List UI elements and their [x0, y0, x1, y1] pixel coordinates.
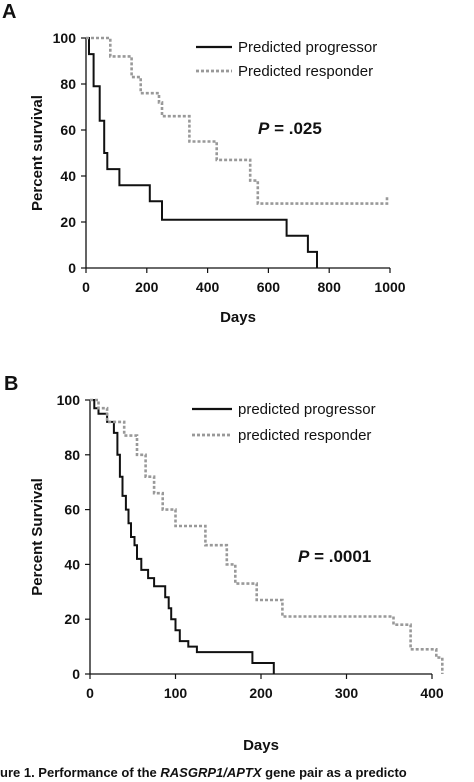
legend-label: Predicted progressor	[238, 39, 377, 56]
caption-pre: ure 1. Performance of the	[0, 765, 160, 780]
x-tick-label: 0	[82, 279, 90, 295]
panel-letter: B	[4, 373, 18, 395]
y-tick-label: 0	[72, 666, 80, 682]
series-line-responder	[90, 398, 444, 674]
legend-label: predicted responder	[238, 427, 371, 444]
x-tick-label: 0	[86, 685, 94, 701]
series-line-responder	[86, 36, 389, 205]
p-value-annotation: P = .0001	[298, 547, 371, 566]
p-value: = .0001	[309, 547, 371, 566]
x-tick-label: 100	[164, 685, 188, 701]
y-axis-title: Percent survival	[29, 95, 46, 211]
x-axis-title: Days	[243, 737, 279, 754]
x-tick-label: 400	[196, 279, 220, 295]
p-symbol: P	[258, 119, 270, 138]
y-tick-label: 0	[68, 260, 76, 276]
x-tick-label: 600	[257, 279, 281, 295]
y-tick-label: 80	[60, 76, 76, 92]
y-tick-label: 40	[64, 556, 80, 572]
y-tick-label: 60	[60, 122, 76, 138]
p-value: = .025	[269, 119, 321, 138]
y-tick-label: 80	[64, 447, 80, 463]
y-tick-label: 20	[60, 214, 76, 230]
p-symbol: P	[298, 547, 310, 566]
caption-post: gene pair as a predicto	[262, 765, 407, 780]
figure-caption: ure 1. Performance of the RASGRP1/APTX g…	[0, 765, 407, 780]
panel-b: B 0 20 40 60 80 100 0 100 200 300 400 Days Percent Su…	[4, 373, 444, 754]
y-tick-label: 40	[60, 168, 76, 184]
series-line-progressor	[86, 37, 318, 268]
x-tick-label: 300	[335, 685, 359, 701]
series-line-progressor	[90, 399, 275, 674]
caption-ital: RASGRP1/APTX	[160, 765, 262, 780]
x-axis-title: Days	[220, 309, 256, 326]
y-axis-title: Percent Survival	[29, 478, 46, 596]
x-tick-label: 800	[318, 279, 342, 295]
legend-label: predicted progressor	[238, 401, 376, 418]
y-tick-label: 20	[64, 611, 80, 627]
x-tick-label: 200	[249, 685, 273, 701]
p-value-annotation: P = .025	[258, 119, 322, 138]
y-tick-label: 100	[57, 392, 81, 408]
y-tick-label: 100	[53, 30, 77, 46]
x-tick-label: 200	[135, 279, 159, 295]
legend-label: Predicted responder	[238, 63, 373, 80]
panel-letter: A	[2, 1, 16, 23]
x-tick-label: 400	[420, 685, 444, 701]
x-tick-label: 1000	[374, 279, 405, 295]
y-tick-label: 60	[64, 502, 80, 518]
